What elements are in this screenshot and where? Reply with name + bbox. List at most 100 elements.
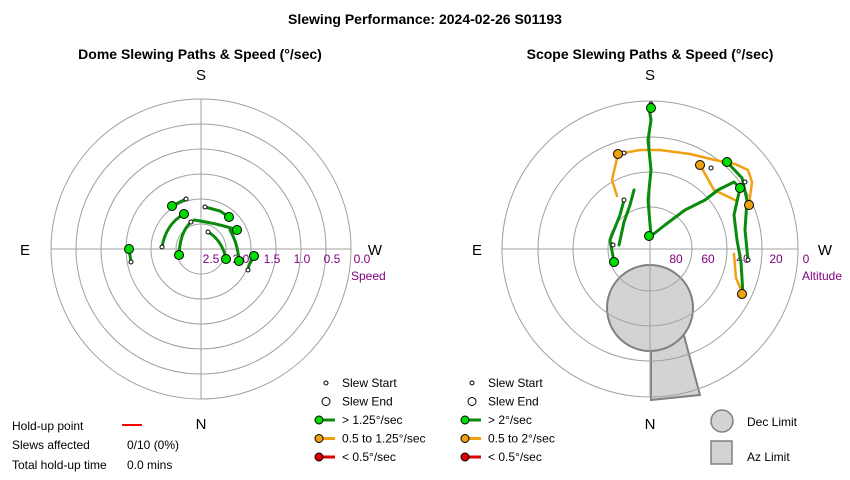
scope-chart: Scope Slewing Paths & Speed (°/sec) S N … <box>472 46 842 433</box>
scope-slew-end <box>644 231 654 241</box>
holdup-summary: Hold-up point Slews affected 0/10 (0%) T… <box>12 419 179 472</box>
total-holdup-value: 0.0 mins <box>127 458 172 472</box>
scope-slew-end-markers <box>609 103 754 299</box>
dome-slew-end <box>249 251 259 261</box>
scope-slew-start <box>621 197 627 203</box>
scope-radial-tick-label: 80 <box>669 252 683 266</box>
legend-left-slow-dot-swatch <box>314 452 324 462</box>
legend-right: Slew Start Slew End > 2°/sec 0.5 to 2°/sec <… <box>460 376 555 464</box>
legend-right-slew-start-swatch <box>469 380 475 386</box>
scope-path-green-4 <box>617 188 636 247</box>
dome-slew-start-markers <box>128 196 251 273</box>
scope-path-green-1 <box>646 106 653 238</box>
dec-limit-legend-swatch <box>710 409 734 433</box>
scope-radial-label: Altitude <box>802 269 842 283</box>
scope-slew-end <box>735 183 745 193</box>
legend-left-slew-end-swatch <box>321 397 331 406</box>
legend-right-slew-start-label: Slew Start <box>488 376 543 390</box>
dome-slew-start <box>202 204 208 210</box>
scope-slew-end <box>646 103 656 113</box>
scope-path-green-2 <box>649 180 742 238</box>
holdup-point-label: Hold-up point <box>12 419 84 433</box>
scope-cardinal-right: W <box>818 242 833 259</box>
slews-affected-value: 0/10 (0%) <box>127 438 179 452</box>
dome-radial-tick-label: 1.5 <box>264 252 281 266</box>
figure-title: Slewing Performance: 2024-02-26 S01193 <box>288 11 562 27</box>
dome-polar-grid <box>50 98 352 400</box>
slews-affected-label: Slews affected <box>12 438 90 452</box>
total-holdup-label: Total hold-up time <box>12 458 107 472</box>
dec-limit-legend-label: Dec Limit <box>747 415 798 429</box>
scope-slew-end <box>613 149 623 159</box>
scope-chart-title: Scope Slewing Paths & Speed (°/sec) <box>527 46 774 62</box>
dome-radial-tick-label: 0.0 <box>354 252 371 266</box>
scope-slew-start <box>745 257 751 263</box>
scope-slew-start <box>610 242 616 248</box>
legend-left: Slew Start Slew End > 1.25°/sec 0.5 to 1.25… <box>314 376 426 464</box>
legend-left-medium-label: 0.5 to 1.25°/sec <box>342 432 426 446</box>
dome-cardinal-bottom: N <box>196 416 207 433</box>
scope-slew-paths <box>608 106 754 297</box>
dome-slew-end <box>174 250 184 260</box>
legend-left-slew-end-label: Slew End <box>342 395 393 409</box>
dome-slew-end <box>221 254 231 264</box>
scope-radial-tick-label: 60 <box>701 252 715 266</box>
scope-radial-tick-label: 20 <box>769 252 783 266</box>
scope-slew-start <box>708 165 714 171</box>
legend-left-fast-label: > 1.25°/sec <box>342 413 403 427</box>
legend-right-fast-label: > 2°/sec <box>488 413 532 427</box>
scope-path-green-5 <box>732 186 745 297</box>
legend-right-slew-end-swatch <box>467 397 477 406</box>
legend-right-slew-end-label: Slew End <box>488 395 539 409</box>
dome-slew-end <box>179 209 189 219</box>
legend-right-medium-label: 0.5 to 2°/sec <box>488 432 555 446</box>
scope-cardinal-top: S <box>645 67 655 84</box>
dome-radial-tick-label: 0.5 <box>324 252 341 266</box>
scope-path-green-3 <box>608 198 626 264</box>
legend-right-medium-dot-swatch <box>460 434 470 443</box>
scope-slew-end <box>695 160 705 170</box>
dome-slew-end <box>234 256 244 266</box>
scope-slew-end <box>609 257 619 267</box>
legend-left-slew-start-label: Slew Start <box>342 376 397 390</box>
scope-cardinal-left: E <box>472 242 482 259</box>
dome-slew-start <box>183 196 189 202</box>
az-limit-legend-label: Az Limit <box>747 450 790 464</box>
dome-slew-start <box>205 229 211 235</box>
dome-slew-start <box>159 244 165 250</box>
scope-path-green-6 <box>725 160 750 262</box>
legend-left-fast-dot-swatch <box>314 415 324 425</box>
limits-legend: Dec Limit Az Limit <box>710 409 798 465</box>
scope-path-orange-2 <box>610 152 620 198</box>
scope-slew-start <box>742 179 748 185</box>
az-limit-legend-swatch <box>710 440 733 465</box>
dome-radial-label: Speed <box>351 269 386 283</box>
scope-cardinal-bottom: N <box>645 416 656 433</box>
dome-radial-tick-label: 2.5 <box>203 252 220 266</box>
legend-right-slow-label: < 0.5°/sec <box>488 450 542 464</box>
dome-slew-end <box>124 244 134 254</box>
scope-slew-end <box>744 200 754 210</box>
dome-radial-tick-label: 1.0 <box>294 252 311 266</box>
legend-left-medium-dot-swatch <box>314 434 324 443</box>
legend-right-slow-dot-swatch <box>460 452 470 462</box>
dome-chart-title: Dome Slewing Paths & Speed (°/sec) <box>78 46 322 62</box>
dome-slew-end <box>224 212 234 222</box>
scope-radial-tick-label: 0 <box>803 252 810 266</box>
dome-chart: Dome Slewing Paths & Speed (°/sec) S N E… <box>20 46 386 433</box>
dome-cardinal-left: E <box>20 242 30 259</box>
dome-slew-start <box>128 259 134 265</box>
legend-left-slew-start-swatch <box>323 380 329 386</box>
scope-path-orange-1 <box>616 148 754 207</box>
dome-cardinal-top: S <box>196 67 206 84</box>
scope-path-orange-3 <box>732 252 744 294</box>
legend-right-fast-dot-swatch <box>460 415 470 425</box>
dome-slew-start <box>188 219 194 225</box>
dome-slew-start <box>245 267 251 273</box>
dome-cardinal-right: W <box>368 242 383 259</box>
scope-path-orange-4 <box>698 163 737 202</box>
scope-slew-end <box>722 157 732 167</box>
dome-slew-end <box>232 225 242 235</box>
legend-left-slow-label: < 0.5°/sec <box>342 450 396 464</box>
scope-slew-end <box>737 289 747 299</box>
